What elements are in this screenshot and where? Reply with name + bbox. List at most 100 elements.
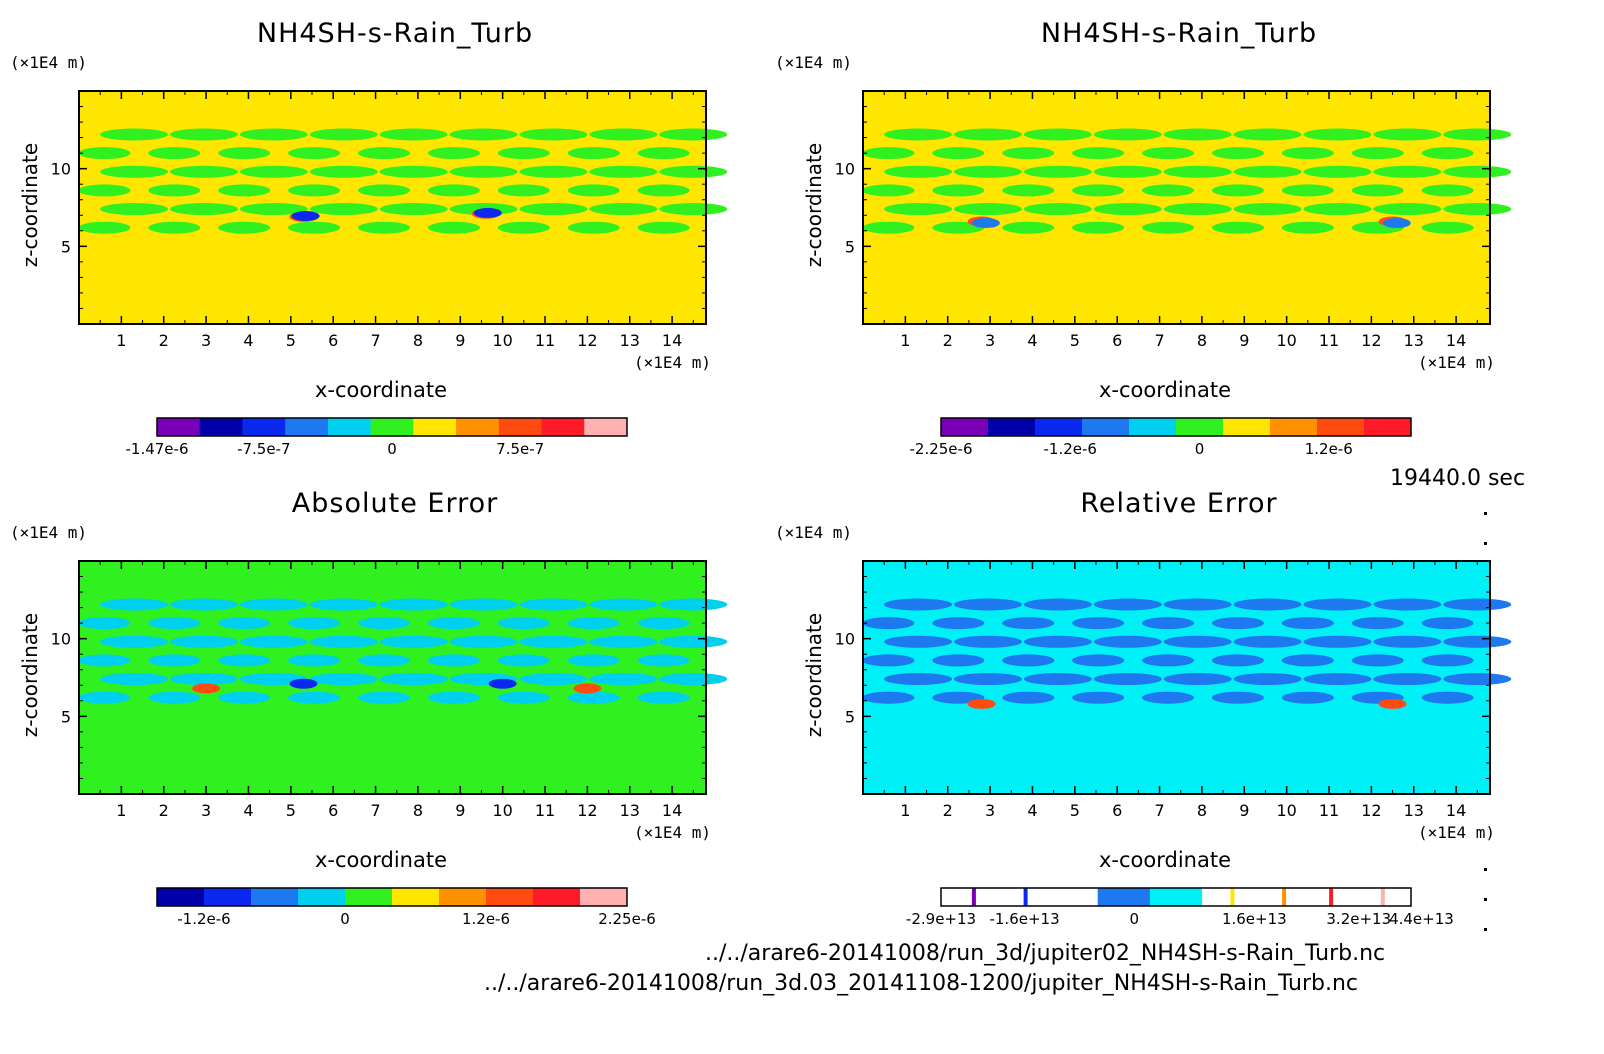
field-contour bbox=[953, 673, 1022, 686]
field-contour bbox=[497, 654, 550, 667]
field-contour bbox=[567, 691, 620, 704]
field-contour bbox=[1211, 221, 1264, 234]
colorbar-swatch bbox=[541, 418, 585, 436]
field-contour bbox=[78, 691, 131, 704]
field-contour bbox=[1072, 691, 1125, 704]
field-contour bbox=[1142, 184, 1195, 197]
colorbar-frame bbox=[940, 887, 1412, 907]
field-contour bbox=[78, 221, 131, 234]
field-contour bbox=[148, 184, 201, 197]
colorbar-label: 1.2e-6 bbox=[1305, 440, 1353, 458]
field-contour bbox=[1023, 673, 1092, 686]
field-contour bbox=[637, 654, 690, 667]
x-tick-label: 3 bbox=[201, 331, 211, 350]
field-contour bbox=[1072, 147, 1125, 160]
colorbar-frame bbox=[156, 417, 628, 437]
y-tick-label: 10 bbox=[835, 630, 855, 649]
x-tick-label: 8 bbox=[1197, 801, 1207, 820]
field-contour bbox=[288, 221, 341, 234]
field-contour bbox=[78, 147, 131, 160]
x-tick-label: 8 bbox=[1197, 331, 1207, 350]
colorbar-label: 1.2e-6 bbox=[462, 910, 510, 928]
colorbar-swatch bbox=[1270, 418, 1318, 436]
x-tick-label: 13 bbox=[620, 331, 640, 350]
field-pattern bbox=[862, 598, 1512, 709]
field-contour bbox=[932, 147, 985, 160]
field-contour bbox=[1142, 147, 1195, 160]
field-contour bbox=[1093, 128, 1162, 141]
colorbar-frame bbox=[940, 417, 1412, 437]
x-tick-label: 3 bbox=[201, 801, 211, 820]
field-contour bbox=[427, 221, 480, 234]
y-axis-label: z-coordinate bbox=[18, 142, 42, 268]
field-extreme bbox=[971, 218, 1000, 229]
field-contour bbox=[497, 221, 550, 234]
colorbar-swatch bbox=[1097, 888, 1151, 906]
colorbar-swatch bbox=[1045, 888, 1099, 906]
field-contour bbox=[1233, 128, 1302, 141]
x-tick-label: 5 bbox=[1070, 331, 1080, 350]
field-contour bbox=[148, 147, 201, 160]
field-contour bbox=[519, 128, 588, 141]
colorbar-swatch bbox=[157, 888, 205, 906]
field-contour bbox=[239, 598, 308, 611]
y-tick-label: 5 bbox=[845, 237, 855, 256]
colorbar: -1.47e-6 -7.5e-7 0 7.5e-7 bbox=[126, 417, 628, 458]
colorbar-swatch bbox=[370, 418, 414, 436]
chart-title: Relative Error bbox=[1080, 488, 1278, 519]
field-contour bbox=[1281, 691, 1334, 704]
x-tick-label: 12 bbox=[1361, 801, 1381, 820]
field-extreme bbox=[289, 678, 318, 689]
colorbar-swatch bbox=[993, 888, 1046, 906]
field-contour bbox=[218, 184, 271, 197]
x-tick-label: 9 bbox=[455, 331, 465, 350]
field-contour bbox=[1211, 654, 1264, 667]
field-contour bbox=[379, 598, 448, 611]
x-unit-label: (×1E4 m) bbox=[1418, 823, 1496, 842]
colorbar-swatch bbox=[988, 418, 1036, 436]
field-contour bbox=[1163, 635, 1232, 648]
field-contour bbox=[1211, 147, 1264, 160]
colorbar-label: 1.6e+13 bbox=[1222, 910, 1287, 928]
field-contour bbox=[884, 128, 953, 141]
field-contour bbox=[589, 165, 658, 178]
colorbar-level-line bbox=[1380, 888, 1385, 906]
x-tick-label: 2 bbox=[159, 801, 169, 820]
plot-frame bbox=[862, 90, 1491, 325]
field-contour bbox=[862, 184, 915, 197]
field-contour bbox=[1072, 617, 1125, 630]
field-contour bbox=[100, 673, 169, 686]
colorbar-swatch bbox=[580, 888, 628, 906]
field-extreme bbox=[473, 207, 502, 218]
colorbar-swatch bbox=[584, 418, 628, 436]
field-extreme bbox=[1378, 698, 1407, 709]
colorbar-label: -1.2e-6 bbox=[1044, 440, 1097, 458]
colorbar-swatch bbox=[204, 888, 252, 906]
field-contour bbox=[953, 598, 1022, 611]
colorbar-swatch bbox=[251, 888, 299, 906]
field-contour bbox=[932, 654, 985, 667]
field-contour bbox=[148, 654, 201, 667]
field-contour bbox=[288, 617, 341, 630]
x-tick-label: 13 bbox=[620, 801, 640, 820]
field-contour bbox=[659, 165, 728, 178]
x-tick-label: 5 bbox=[286, 801, 296, 820]
x-tick-label: 6 bbox=[1112, 331, 1122, 350]
field-contour bbox=[218, 617, 271, 630]
field-contour bbox=[637, 184, 690, 197]
field-contour bbox=[100, 635, 169, 648]
field-contour bbox=[1233, 635, 1302, 648]
field-contour bbox=[1211, 184, 1264, 197]
field-contour bbox=[1443, 598, 1512, 611]
field-contour bbox=[1002, 654, 1055, 667]
colorbar-swatch bbox=[157, 418, 201, 436]
field-contour bbox=[1142, 654, 1195, 667]
x-tick-label: 10 bbox=[492, 331, 512, 350]
chart-panel-0: NH4SH-s-Rain_Turb (×1E4 m) z-coordinate … bbox=[0, 0, 760, 470]
x-tick-label: 14 bbox=[1446, 801, 1466, 820]
colorbar-label: -7.5e-7 bbox=[237, 440, 290, 458]
field-contour bbox=[449, 635, 518, 648]
field-contour bbox=[953, 203, 1022, 216]
x-tick-label: 4 bbox=[1027, 801, 1037, 820]
colorbar-swatch bbox=[327, 418, 372, 436]
